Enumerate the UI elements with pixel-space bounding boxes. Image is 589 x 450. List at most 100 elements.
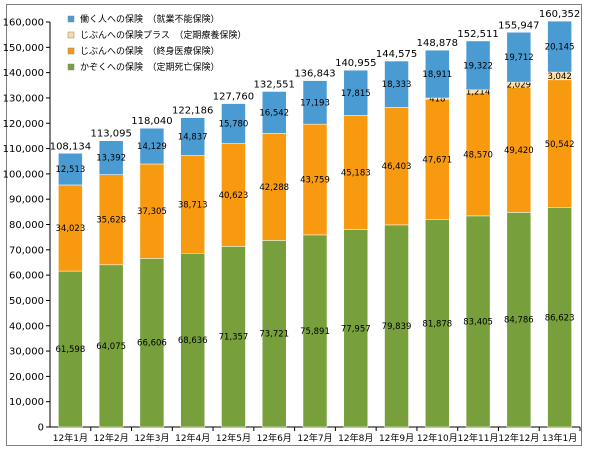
legend-swatch [67,31,75,39]
x-tick-label: 12年8月 [338,432,373,444]
y-tick-label: 70,000 [9,245,44,256]
x-tick-label: 12年4月 [175,432,210,444]
legend-swatch [67,47,75,55]
data-label: 83,405 [463,317,493,327]
y-tick-label: 120,000 [3,119,44,130]
total-label: 155,947 [498,20,539,31]
data-label: 12,513 [56,165,86,175]
total-label: 108,134 [50,141,91,152]
data-label: 19,712 [504,53,534,63]
total-label: 144,575 [376,49,417,60]
bar-segment [425,49,450,99]
bar-segment [261,133,287,241]
data-label: 34,023 [56,224,86,234]
x-tick-label: 12年7月 [297,432,332,444]
legend-label: じぶんへの保険プラス （定期療養保険） [80,29,246,41]
x-tick-label: 12年10月 [417,432,458,444]
data-label: 84,786 [504,316,534,326]
bar-segment [261,91,287,134]
data-label: 1,214 [466,87,490,97]
data-label: 47,671 [422,155,452,165]
data-label: 15,780 [219,120,249,130]
total-label: 160,352 [539,9,580,20]
data-label: 79,839 [382,322,412,332]
data-label: 66,606 [137,339,167,349]
bar-segment [384,224,409,428]
x-tick-label: 12年6月 [257,432,292,444]
data-label: 17,815 [341,89,371,99]
total-label: 113,095 [90,129,131,140]
bar-segment [221,246,246,428]
data-label: 50,542 [545,140,575,150]
data-label: 71,357 [219,333,249,343]
bar-segment [465,40,491,91]
bar-segment [506,87,532,213]
bar-segment [343,229,369,428]
data-label: 14,129 [137,142,167,152]
bar-segment [506,212,532,428]
bar-segment [425,219,450,428]
legend-label: じぶんへの保険 （終身医療保険） [80,45,220,57]
total-label: 118,040 [131,116,172,127]
total-label: 152,511 [457,29,498,40]
bar-segment [180,117,205,156]
bar-segment [58,270,83,428]
bar-segment [384,60,409,108]
data-label: 13,392 [96,154,126,164]
bar-segment [384,107,409,226]
data-label: 18,333 [382,80,412,90]
bar-segment [547,207,572,428]
data-label: 35,628 [96,216,126,226]
data-label: 77,957 [341,324,371,334]
bar-segment [139,163,165,259]
bar-segment [343,69,369,116]
legend-label: かぞくへの保険 （定期死亡保険） [80,61,220,73]
data-label: 61,598 [56,345,86,355]
y-tick-label: 50,000 [9,296,44,307]
y-tick-label: 150,000 [3,43,44,54]
bar-segment [547,20,572,73]
total-label: 140,955 [335,58,376,69]
bar-segment [98,264,124,428]
bar-segment [343,115,369,230]
y-tick-label: 110,000 [3,144,44,155]
bar-segment [547,79,572,208]
x-tick-label: 12年2月 [94,432,129,444]
legend-swatch [67,63,75,71]
data-label: 40,623 [219,191,249,201]
y-tick-label: 40,000 [9,321,44,332]
total-label: 122,186 [172,106,213,117]
data-label: 73,721 [259,330,289,340]
bar-segment [221,103,246,144]
y-tick-label: 130,000 [3,93,44,104]
x-tick-label: 12年9月 [379,432,414,444]
x-tick-label: 12年1月 [53,432,88,444]
bar-segment [58,153,83,186]
data-label: 81,878 [422,319,452,329]
bar-segment [302,80,328,125]
data-label: 68,636 [178,336,208,346]
data-label: 16,542 [259,108,289,118]
data-label: 18,911 [422,70,452,80]
total-label: 136,843 [294,69,335,80]
legend-label: 働く人への保険 （就業不能保険） [80,13,220,25]
bar-segment [98,174,124,266]
data-label: 2,029 [507,81,531,91]
y-tick-label: 160,000 [3,18,44,29]
x-tick-label: 12年5月 [216,432,251,444]
bar-segment [465,215,491,428]
bar-segment [506,32,532,83]
y-tick-label: 10,000 [9,397,44,408]
data-label: 86,623 [545,313,575,323]
data-label: 38,713 [178,200,208,210]
bar-segment [98,140,124,175]
data-label: 48,570 [463,150,493,160]
data-label: 20,145 [545,43,575,53]
data-label: 46,403 [382,162,412,172]
bar-segment [221,143,246,247]
data-label: 42,288 [259,183,289,193]
x-tick-label: 13年1月 [542,432,577,444]
bar-segment [58,184,83,272]
data-label: 418 [429,95,445,105]
